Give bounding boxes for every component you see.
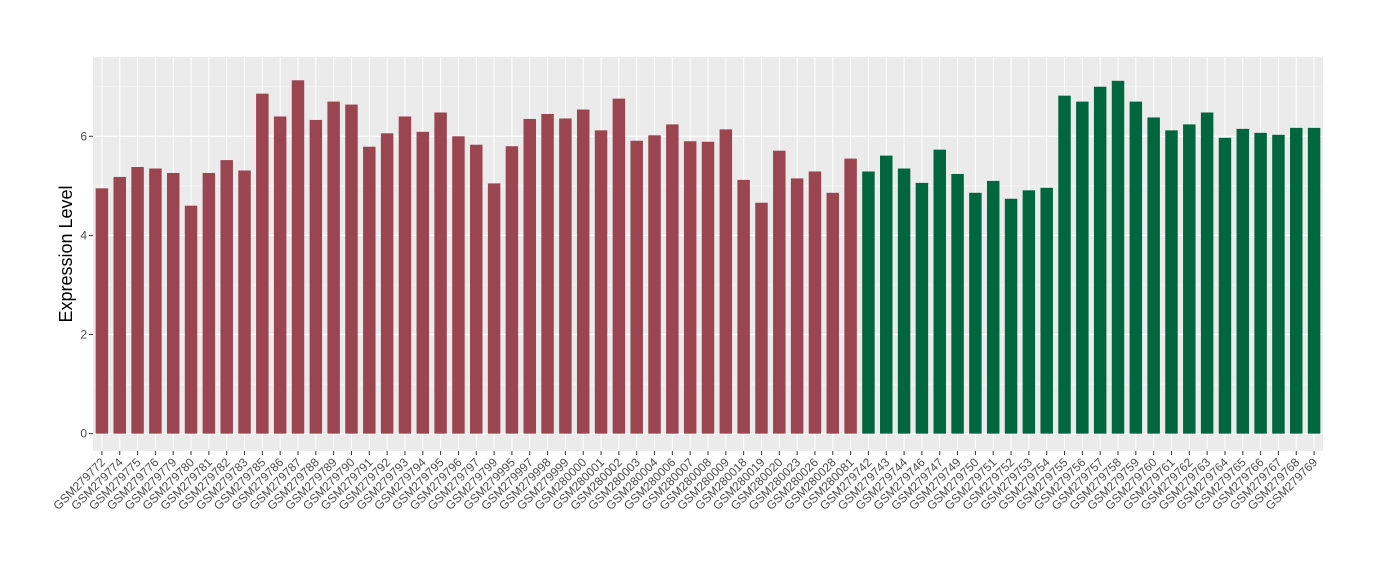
bar-GSM280019 [755, 202, 768, 434]
bar-GSM279782 [220, 160, 233, 434]
bars [95, 80, 1321, 434]
bar-GSM279791 [363, 146, 376, 434]
bar-GSM279776 [149, 168, 162, 434]
bar-GSM279789 [327, 101, 340, 434]
y-tick-label: 4 [80, 228, 87, 242]
bar-GSM279768 [1290, 127, 1303, 434]
bar-GSM280081 [844, 158, 857, 434]
bar-GSM279775 [131, 167, 144, 434]
bar-GSM279995 [505, 146, 519, 434]
bar-GSM279759 [1129, 101, 1143, 434]
x-axis: GSM279772GSM279774GSM279775GSM279776GSM2… [50, 451, 1320, 513]
bar-GSM279787 [291, 80, 305, 434]
bar-GSM280028 [826, 192, 840, 434]
y-tick-label: 6 [80, 129, 87, 143]
bar-GSM279744 [897, 168, 911, 434]
bar-GSM280009 [719, 129, 733, 434]
bar-GSM279792 [380, 133, 394, 434]
bar-GSM279799 [487, 183, 501, 434]
bar-GSM279795 [434, 112, 447, 434]
bar-GSM279762 [1183, 124, 1196, 434]
bar-GSM279797 [470, 144, 483, 434]
bar-GSM279790 [345, 104, 358, 434]
y-tick-label: 2 [80, 328, 87, 342]
bar-GSM279755 [1058, 95, 1071, 434]
bar-GSM280020 [773, 150, 786, 434]
bar-GSM279785 [256, 93, 269, 434]
bar-GSM280002 [612, 98, 626, 434]
bar-GSM279753 [1022, 190, 1036, 434]
bar-GSM279763 [1200, 112, 1214, 434]
bar-GSM279754 [1040, 187, 1053, 434]
bar-GSM279997 [523, 118, 536, 434]
bar-GSM279794 [416, 131, 430, 434]
bar-GSM279998 [541, 113, 554, 434]
bar-GSM279743 [880, 155, 893, 434]
bar-GSM280000 [576, 109, 590, 434]
bar-GSM280003 [630, 140, 643, 434]
bar-GSM279766 [1254, 132, 1267, 434]
bar-GSM279999 [559, 118, 572, 434]
bar-GSM279751 [986, 180, 1000, 434]
bar-GSM279758 [1111, 80, 1125, 434]
bar-GSM279749 [951, 173, 964, 434]
bar-GSM279793 [398, 116, 412, 434]
bar-GSM279752 [1004, 198, 1018, 434]
bar-GSM279783 [238, 170, 251, 434]
bar-GSM279788 [309, 119, 323, 434]
bar-GSM279756 [1076, 101, 1089, 434]
bar-GSM279774 [113, 176, 126, 434]
bar-GSM280004 [648, 135, 661, 434]
bar-GSM280026 [808, 171, 822, 434]
bar-GSM279761 [1165, 130, 1178, 434]
bar-GSM279796 [452, 136, 465, 434]
bar-GSM279747 [933, 149, 946, 434]
bar-GSM280023 [790, 178, 804, 434]
y-axis-title: Expression Level [56, 185, 76, 322]
bar-GSM280007 [683, 141, 697, 434]
bar-GSM279779 [166, 172, 180, 434]
bar-GSM279781 [202, 172, 216, 434]
bar-GSM280006 [666, 124, 679, 434]
bar-GSM279765 [1236, 128, 1250, 434]
bar-GSM279780 [184, 205, 198, 434]
bar-GSM279757 [1093, 86, 1107, 434]
bar-GSM279786 [273, 116, 287, 434]
bar-GSM280008 [701, 141, 715, 434]
bar-GSM279764 [1218, 137, 1232, 434]
bar-GSM279772 [95, 188, 109, 434]
bar-GSM280018 [737, 179, 750, 434]
bar-GSM279742 [862, 171, 875, 434]
bar-GSM279769 [1307, 127, 1321, 434]
bar-GSM279750 [969, 192, 982, 434]
bar-GSM280001 [594, 130, 608, 434]
y-axis: 0 2 4 6 [80, 129, 93, 441]
bar-GSM279760 [1147, 117, 1160, 434]
bar-GSM279746 [915, 182, 929, 434]
y-tick-label: 0 [80, 427, 87, 441]
bar-GSM279767 [1272, 134, 1285, 434]
